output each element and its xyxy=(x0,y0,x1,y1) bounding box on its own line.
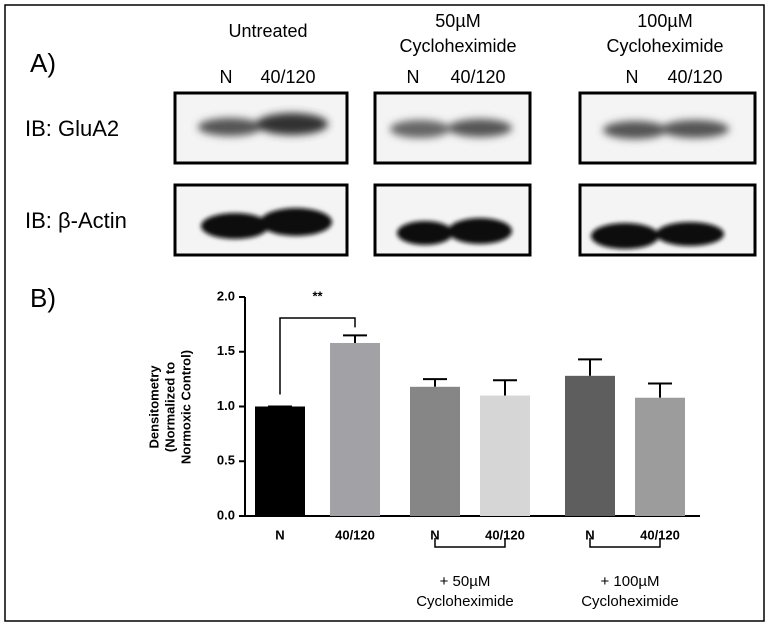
bar xyxy=(635,397,685,516)
group-title: Cycloheximide xyxy=(606,36,723,56)
lane-label: N xyxy=(407,67,420,87)
y-tick-label: 0.0 xyxy=(217,507,235,522)
x-tick-label: 40/120 xyxy=(640,527,680,542)
y-tick-label: 0.5 xyxy=(217,453,235,468)
y-tick-label: 2.0 xyxy=(217,288,235,303)
x-tick-label: 40/120 xyxy=(335,527,375,542)
group-label: + 50µM xyxy=(440,573,491,590)
bar xyxy=(480,395,530,516)
lane-label: 40/120 xyxy=(260,67,315,87)
panel-label: B) xyxy=(30,283,56,313)
row-label: IB: β-Actin xyxy=(25,208,127,233)
y-tick-label: 1.5 xyxy=(217,343,235,358)
y-axis-label: Densitometry xyxy=(146,365,161,449)
group-label: + 100µM xyxy=(600,573,659,590)
x-tick-label: N xyxy=(585,527,594,542)
group-title: Cycloheximide xyxy=(399,36,516,56)
bar xyxy=(410,386,460,516)
group-title: Untreated xyxy=(228,21,307,41)
y-axis-label: (Normalized to xyxy=(162,362,177,452)
lane-label: N xyxy=(220,67,233,87)
annotation: ** xyxy=(312,288,323,303)
group-bracket xyxy=(434,538,506,548)
group-title: 100µM xyxy=(637,11,692,31)
group-label: Cycloheximide xyxy=(416,593,514,610)
x-tick-label: N xyxy=(275,527,284,542)
bar xyxy=(255,406,305,516)
x-tick-label: 40/120 xyxy=(485,527,525,542)
group-label: Cycloheximide xyxy=(581,593,679,610)
x-tick-label: N xyxy=(430,527,439,542)
group-title: 50µM xyxy=(435,11,480,31)
frame xyxy=(4,4,765,622)
group-bracket xyxy=(589,538,661,548)
lane-label: 40/120 xyxy=(450,67,505,87)
panel-label: A) xyxy=(30,48,56,78)
lane-label: N xyxy=(626,67,639,87)
bar xyxy=(565,375,615,516)
significance-bracket xyxy=(279,317,356,395)
blots xyxy=(173,91,757,257)
y-axis-label: Normoxic Control) xyxy=(178,350,193,464)
lane-label: 40/120 xyxy=(667,67,722,87)
y-tick-label: 1.0 xyxy=(217,398,235,413)
row-label: IB: GluA2 xyxy=(25,116,119,141)
bar xyxy=(330,342,380,516)
